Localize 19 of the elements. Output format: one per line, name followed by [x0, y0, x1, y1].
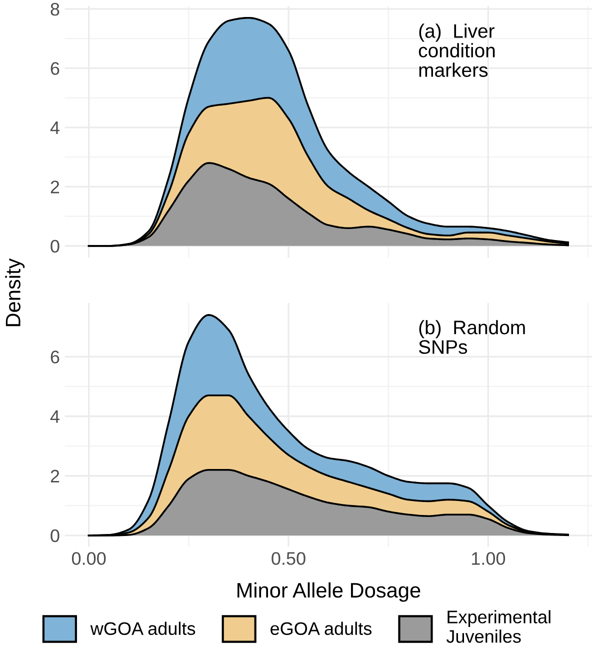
- y-tick-label: 4: [50, 410, 60, 423]
- x-tick-label: 1.00: [472, 552, 506, 565]
- x-tick-label: 0.00: [72, 552, 106, 565]
- x-axis-title: Minor Allele Dosage: [238, 582, 420, 602]
- annotation: (b) Random SNPs: [418, 320, 525, 354]
- y-tick-label: 0: [50, 529, 60, 542]
- annotation: (a) Liver condition markers: [418, 24, 495, 77]
- y-tick-label: 6: [50, 62, 60, 75]
- y-axis-title: Density: [5, 258, 25, 326]
- y-tick-label: 4: [50, 122, 60, 134]
- y-tick-label: 2: [50, 180, 60, 194]
- y-tick-label: 6: [50, 350, 60, 364]
- y-tick-label: 0: [50, 240, 60, 253]
- y-tick-label: 2: [50, 470, 60, 482]
- y-tick-label: 8: [50, 2, 60, 16]
- legend-label: eGOA adults: [270, 622, 372, 635]
- x-tick-label: 0.50: [272, 552, 306, 565]
- legend-label: Experimental Juveniles: [446, 610, 550, 643]
- legend-label: wGOA adults: [90, 622, 196, 635]
